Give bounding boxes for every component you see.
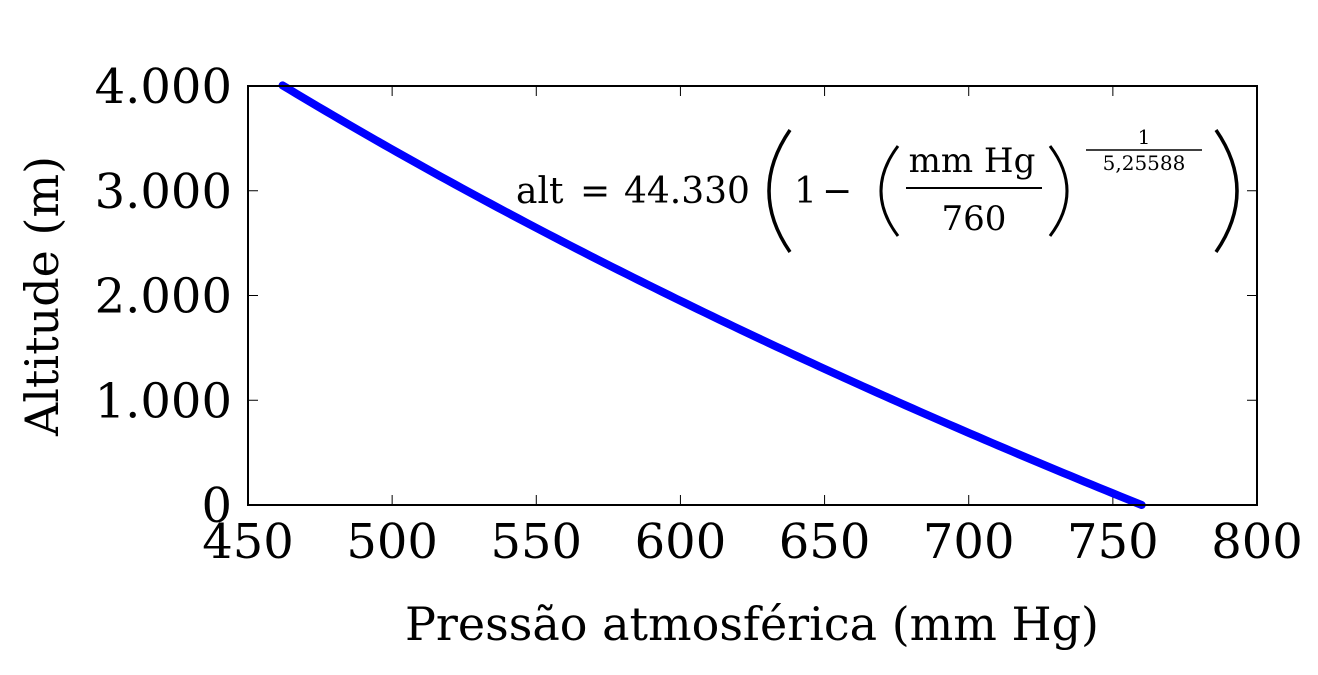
x-tick-label: 800	[1211, 514, 1303, 570]
y-tick-label: 3.000	[95, 164, 232, 220]
formula-annotation: alt = 44.330 1 − mm Hg 760 1 5,25588	[516, 125, 1239, 253]
y-tick-label: 1.000	[95, 373, 232, 429]
exponent-numerator: 1	[1138, 125, 1151, 149]
exponent-denominator: 5,25588	[1103, 151, 1186, 175]
x-tick-label: 550	[490, 514, 582, 570]
x-tick-label: 500	[346, 514, 438, 570]
x-tick-label: 450	[202, 514, 294, 570]
outer-paren-right	[1214, 129, 1239, 253]
altitude-curve	[278, 81, 1146, 509]
y-tick-label: 0	[201, 478, 232, 534]
inner-paren-right	[1048, 145, 1069, 237]
tick-marks	[247, 85, 1258, 506]
formula-denominator: 760	[942, 199, 1007, 239]
formula-coefficient: 44.330	[624, 171, 750, 212]
x-axis-title: Pressão atmosférica (mm Hg)	[405, 597, 1099, 651]
y-axis-title: Altitude (m)	[15, 156, 69, 437]
formula-minus: −	[822, 171, 852, 212]
x-tick-label: 650	[779, 514, 871, 570]
tick-labels: 450 500 550 600 650 700 750 800 0 1.000 2.000 3.000…	[95, 59, 1303, 570]
formula-equals: =	[580, 171, 610, 212]
outer-paren-left	[767, 129, 792, 253]
x-tick-label: 750	[1067, 514, 1159, 570]
plot-frame	[247, 85, 1258, 506]
formula-one: 1	[794, 171, 817, 212]
inner-paren-left	[879, 145, 900, 237]
x-tick-label: 700	[923, 514, 1015, 570]
x-tick-label: 600	[635, 514, 727, 570]
y-tick-label: 4.000	[95, 59, 232, 115]
formula-lhs: alt	[516, 171, 564, 212]
y-tick-label: 2.000	[95, 269, 232, 325]
formula-numerator: mm Hg	[909, 141, 1036, 181]
